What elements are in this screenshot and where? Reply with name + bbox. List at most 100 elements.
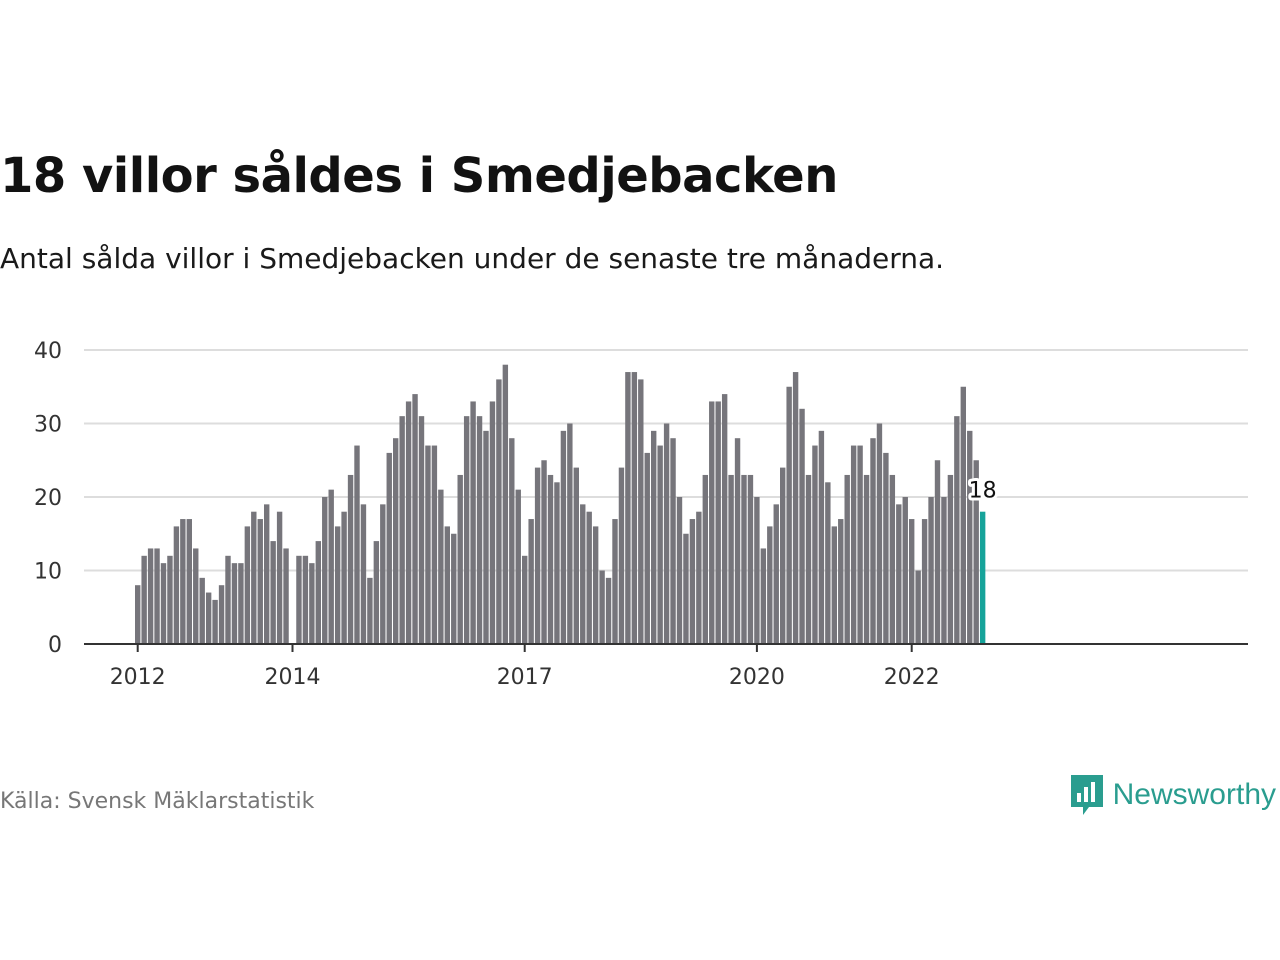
bar	[515, 489, 521, 644]
bar	[631, 372, 638, 644]
bar	[405, 401, 412, 644]
bar	[876, 423, 883, 644]
bar	[715, 401, 721, 644]
bar	[360, 504, 367, 644]
bar	[857, 445, 863, 644]
bar	[599, 570, 605, 644]
bar	[805, 474, 812, 644]
bar	[367, 577, 373, 644]
bar	[283, 548, 289, 644]
bar	[921, 519, 928, 644]
bar	[541, 460, 547, 644]
bar	[451, 533, 457, 644]
bar	[721, 394, 728, 644]
y-tick-label: 40	[34, 339, 62, 364]
bar	[328, 489, 334, 644]
bar	[463, 416, 470, 644]
bar	[373, 541, 380, 644]
bar	[760, 548, 767, 644]
bar	[799, 408, 805, 644]
bar	[676, 497, 683, 644]
bar	[425, 445, 431, 644]
bar	[786, 386, 792, 644]
bar	[586, 511, 592, 644]
bar	[444, 526, 450, 644]
x-tick-label: 2014	[265, 665, 321, 690]
bar	[322, 497, 328, 644]
bar	[670, 438, 676, 644]
x-tick-label: 2020	[729, 665, 785, 690]
bar	[257, 519, 263, 644]
bar	[902, 497, 908, 644]
bar	[270, 541, 276, 644]
bar-highlight	[979, 511, 986, 644]
bar	[160, 563, 167, 644]
bar	[431, 445, 438, 644]
bar	[870, 438, 876, 644]
bar	[496, 379, 502, 644]
bar	[657, 445, 663, 644]
bar	[683, 533, 689, 644]
bar	[638, 379, 644, 644]
bar	[651, 430, 657, 644]
bar	[767, 526, 773, 644]
bar	[135, 585, 141, 644]
bar	[812, 445, 818, 644]
bar	[347, 474, 354, 644]
bar	[186, 519, 192, 644]
bar	[612, 519, 618, 644]
bar	[618, 467, 625, 644]
bar	[438, 489, 444, 644]
bar	[276, 511, 283, 644]
bar	[625, 372, 631, 644]
bar	[238, 563, 244, 644]
bar	[534, 467, 541, 644]
bar	[960, 386, 966, 644]
bar	[934, 460, 941, 644]
bar	[341, 511, 347, 644]
bar	[709, 401, 715, 644]
bar	[147, 548, 154, 644]
bar	[483, 430, 489, 644]
bar	[896, 504, 902, 644]
bar	[792, 372, 799, 644]
bar	[844, 474, 850, 644]
bar	[173, 526, 180, 644]
data-label-halo: 18	[969, 479, 997, 504]
x-tick-label: 2012	[110, 665, 166, 690]
bar	[354, 445, 360, 644]
bar	[773, 504, 779, 644]
bar	[889, 474, 896, 644]
bar	[734, 438, 741, 644]
bar	[741, 474, 747, 644]
bar	[528, 519, 534, 644]
bar	[915, 570, 921, 644]
bar	[567, 423, 573, 644]
chart-subtitle: Antal sålda villor i Smedjebacken under …	[0, 242, 945, 275]
bar	[199, 577, 205, 644]
bar	[225, 555, 231, 644]
bar	[883, 452, 889, 644]
bar	[399, 416, 405, 644]
bar	[863, 474, 870, 644]
brand-logo[interactable]: Newsworthy	[1069, 773, 1276, 817]
bar	[967, 430, 973, 644]
bar	[573, 467, 579, 644]
source-note: Källa: Svensk Mäklarstatistik	[0, 789, 315, 814]
bar	[470, 401, 476, 644]
bar	[309, 563, 315, 644]
y-tick-label: 30	[34, 413, 62, 438]
bar	[315, 541, 321, 644]
bar	[476, 416, 483, 644]
bar	[754, 497, 760, 644]
bar	[592, 526, 599, 644]
bar	[193, 548, 199, 644]
x-tick-label: 2017	[497, 665, 553, 690]
bar	[418, 416, 425, 644]
bar	[141, 555, 147, 644]
bar	[334, 526, 341, 644]
y-tick-label: 20	[34, 486, 62, 511]
y-tick-label: 0	[48, 633, 62, 658]
bar	[457, 474, 463, 644]
